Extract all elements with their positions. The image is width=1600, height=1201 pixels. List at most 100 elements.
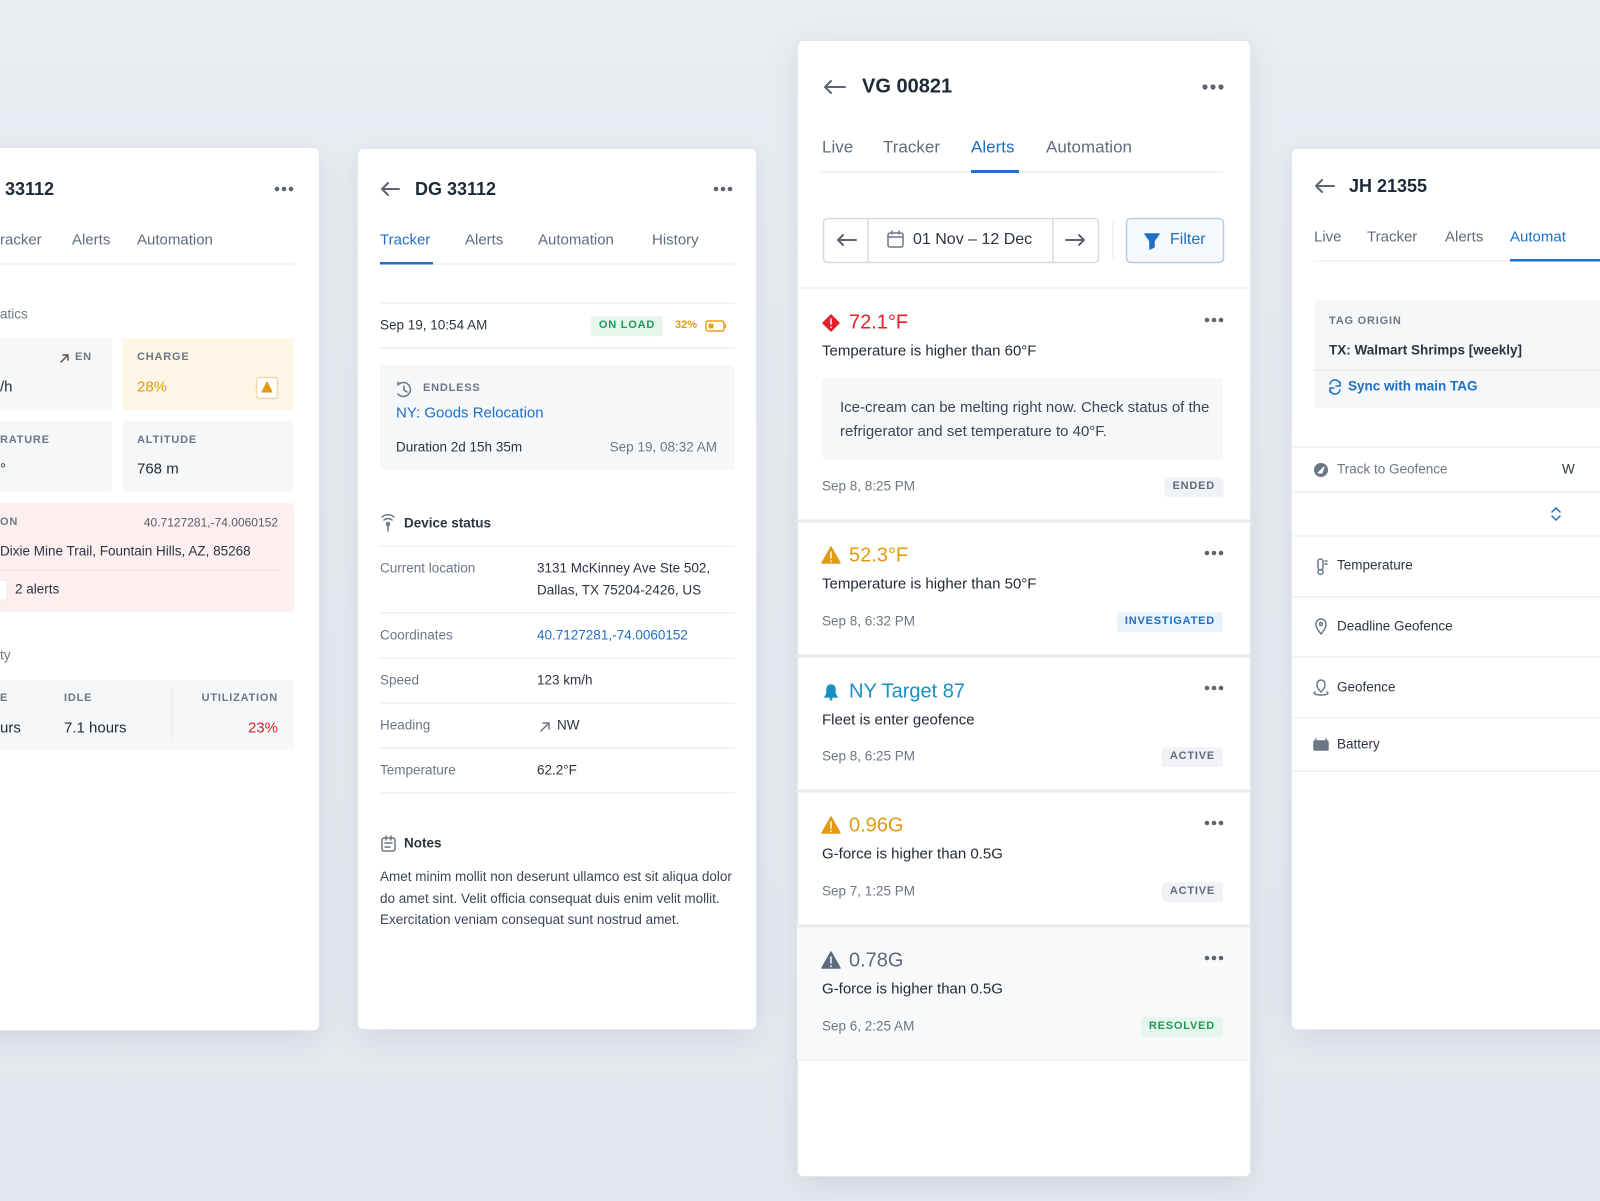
stat-value: urs xyxy=(0,719,21,737)
section-title: Device status xyxy=(404,515,492,531)
more-menu xyxy=(720,186,726,192)
tab[interactable]: Live xyxy=(1314,228,1342,246)
cell-background xyxy=(0,680,294,750)
filter-button[interactable]: Filter xyxy=(1170,231,1206,248)
tab[interactable]: Tracker xyxy=(380,231,431,249)
status-badge: INVESTIGATED xyxy=(1116,612,1223,632)
tab[interactable]: Automation xyxy=(538,231,614,249)
alert-description: G-force is higher than 0.5G xyxy=(822,845,1003,863)
alerts-link[interactable]: 2 alerts xyxy=(15,581,60,597)
divider xyxy=(0,171,1600,1061)
more-menu xyxy=(1204,955,1210,961)
panel-title: 33112 xyxy=(5,178,55,199)
more-menu xyxy=(1218,550,1224,556)
status-badge: ENDED xyxy=(1164,477,1223,497)
active-tab-underline xyxy=(971,170,1019,173)
icon xyxy=(1317,558,1324,571)
date-range[interactable]: 01 Nov – 12 Dec xyxy=(913,231,1033,248)
icon xyxy=(381,837,396,852)
tab[interactable]: Alerts xyxy=(1445,228,1484,246)
tab[interactable]: Alerts xyxy=(971,137,1015,157)
stat-label: E xyxy=(0,692,9,705)
rule-item[interactable]: Track to Geofence xyxy=(1337,461,1448,477)
more-menu xyxy=(1211,955,1217,961)
alert-description: G-force is higher than 0.5G xyxy=(822,980,1003,998)
active-tab-underline xyxy=(380,262,433,265)
status-badge: ACTIVE xyxy=(1161,882,1223,902)
alert-value: NY Target 87 xyxy=(849,680,966,703)
tab[interactable]: Automation xyxy=(1046,137,1132,157)
more-menu xyxy=(1211,550,1217,556)
back-arrow xyxy=(824,80,846,94)
more-menu xyxy=(274,186,280,192)
alert-time: Sep 6, 2:25 AM xyxy=(822,1018,915,1034)
tab[interactable]: Tracker xyxy=(1367,228,1418,246)
alert-time: Sep 7, 1:25 PM xyxy=(822,883,916,899)
back-arrow xyxy=(1315,179,1335,193)
cell-background xyxy=(122,421,294,492)
tab[interactable]: Live xyxy=(822,137,854,157)
panel-title: DG 33112 xyxy=(415,178,497,199)
rule-item[interactable]: Deadline Geofence xyxy=(1337,618,1453,634)
rule-item[interactable]: Geofence xyxy=(1337,679,1396,695)
alert-time: Sep 8, 6:32 PM xyxy=(822,613,916,629)
icon xyxy=(384,835,393,848)
automation-panel xyxy=(1291,148,1600,1030)
icon xyxy=(1316,679,1326,693)
cell-background xyxy=(0,503,294,612)
panel-title: JH 21355 xyxy=(1349,175,1428,196)
stat-label: IDLE xyxy=(64,692,93,705)
row-label: Current location xyxy=(380,560,476,576)
icon xyxy=(724,324,726,328)
more-menu xyxy=(1202,84,1208,90)
rule-item[interactable]: Battery xyxy=(1337,736,1380,752)
stat-value: 7.1 hours xyxy=(64,719,127,737)
alert-value: 0.78G xyxy=(849,949,904,972)
section-title: Notes xyxy=(404,835,442,851)
cell-background xyxy=(0,421,112,492)
icon xyxy=(1315,738,1327,742)
tab[interactable]: Alerts xyxy=(465,231,504,249)
tab[interactable]: racker xyxy=(0,231,42,249)
tab[interactable]: Tracker xyxy=(883,137,940,157)
row-value: 123 km/h xyxy=(537,672,593,688)
alert-value: 52.3°F xyxy=(849,544,909,567)
cell-background xyxy=(380,365,735,470)
icon xyxy=(1315,618,1327,635)
more-menu xyxy=(727,186,733,192)
tab[interactable]: Automat xyxy=(1510,228,1566,246)
trip-name[interactable]: NY: Goods Relocation xyxy=(396,404,544,422)
metric-value: ° xyxy=(0,460,6,478)
icon xyxy=(261,381,273,393)
icon xyxy=(0,579,8,601)
row-value[interactable]: 40.7127281,-74.0060152 xyxy=(537,627,688,643)
status-badge: ACTIVE xyxy=(1161,747,1223,767)
more-menu xyxy=(1218,820,1224,826)
tab[interactable]: Automation xyxy=(137,231,213,249)
row-value: Dallas, TX 75204-2426, US xyxy=(537,582,702,598)
stat-label: UTILIZATION xyxy=(201,692,278,705)
row-label: Speed xyxy=(380,672,420,688)
more-menu xyxy=(1218,84,1224,90)
cell-background xyxy=(797,927,1249,1060)
more-menu xyxy=(1210,84,1216,90)
back-arrow xyxy=(381,182,400,196)
metric-value: 768 m xyxy=(137,460,179,478)
notes-text: Amet minim mollit non deserunt ullamco e… xyxy=(380,869,732,927)
more-menu xyxy=(1211,685,1217,691)
icon xyxy=(708,323,714,329)
alert-description: Temperature is higher than 60°F xyxy=(822,342,1037,360)
status-badge: ON LOAD xyxy=(590,316,664,336)
alert-value: 0.96G xyxy=(849,814,904,837)
more-menu xyxy=(1218,955,1224,961)
tab[interactable]: History xyxy=(652,231,699,249)
icon xyxy=(829,697,833,701)
tab[interactable]: Alerts xyxy=(72,231,111,249)
status-badge: RESOLVED xyxy=(1140,1017,1223,1037)
sync-link[interactable]: Sync with main TAG xyxy=(1348,378,1478,394)
rule-item[interactable]: Temperature xyxy=(1337,557,1413,573)
tracker-panel xyxy=(357,148,757,1030)
icon xyxy=(0,217,1561,969)
